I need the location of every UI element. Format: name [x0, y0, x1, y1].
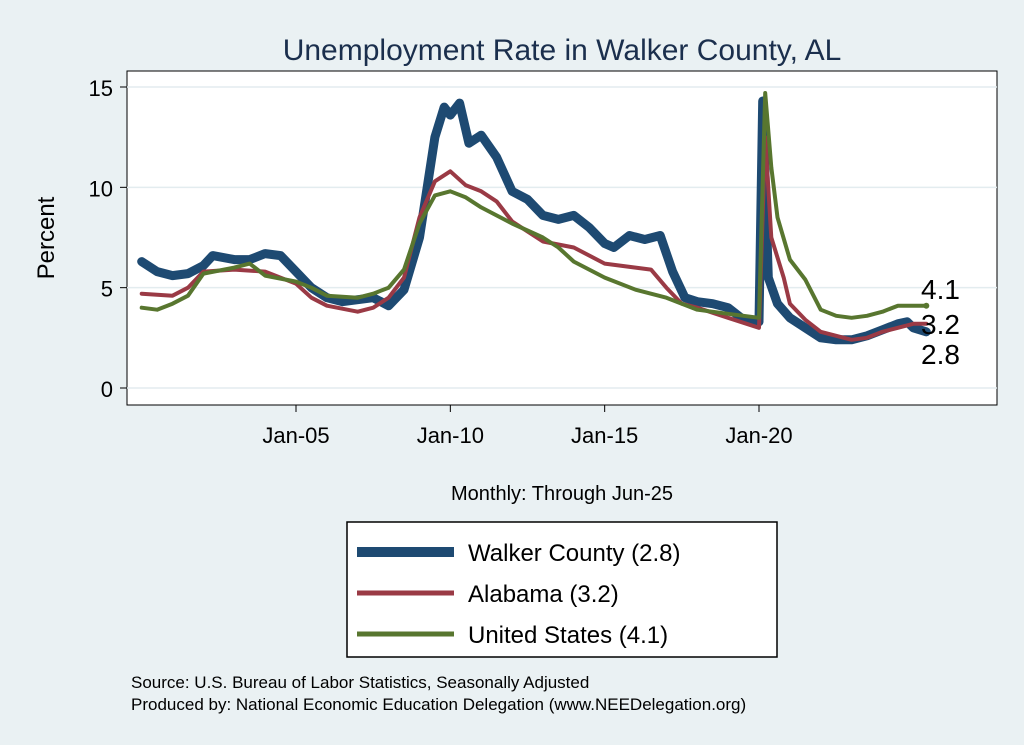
end-label-alabama: 3.2	[921, 309, 960, 340]
y-tick-label: 5	[101, 277, 113, 302]
legend-label: Walker County (2.8)	[468, 540, 681, 567]
plot-area	[126, 70, 998, 406]
y-axis-label: Percent	[33, 196, 60, 279]
y-tick-label: 0	[101, 377, 113, 402]
legend: Walker County (2.8) Alabama (3.2) United S…	[357, 540, 681, 649]
series-lines	[137, 91, 931, 345]
end-labels: 2.83.2 4.1	[921, 274, 960, 370]
x-axis-ticks: Jan-05 Jan-10 Jan-15 Jan-20	[262, 405, 793, 448]
series-line-walker-county	[137, 96, 931, 345]
series-line-united-states	[139, 91, 929, 320]
end-point-marker	[923, 302, 930, 309]
legend-label: United States (4.1)	[468, 622, 668, 649]
y-tick-label: 15	[89, 76, 113, 101]
source-line: Source: U.S. Bureau of Labor Statistics,…	[131, 673, 589, 692]
y-axis-ticks: 0 5 10 15	[89, 76, 127, 402]
end-label-walker-county: 2.8	[921, 339, 960, 370]
series-line-alabama	[139, 135, 929, 342]
x-axis-label: Monthly: Through Jun-25	[451, 483, 673, 505]
x-tick-label: Jan-20	[725, 423, 792, 448]
y-tick-label: 10	[89, 176, 113, 201]
legend-label: Alabama (3.2)	[468, 581, 619, 608]
x-tick-label: Jan-05	[262, 423, 329, 448]
x-tick-label: Jan-10	[417, 423, 484, 448]
x-tick-label: Jan-15	[571, 423, 638, 448]
chart-title: Unemployment Rate in Walker County, AL	[283, 34, 842, 67]
produced-by-line: Produced by: National Economic Education…	[131, 695, 746, 714]
grid-lines	[127, 86, 997, 389]
end-label-united-states: 4.1	[921, 274, 960, 305]
